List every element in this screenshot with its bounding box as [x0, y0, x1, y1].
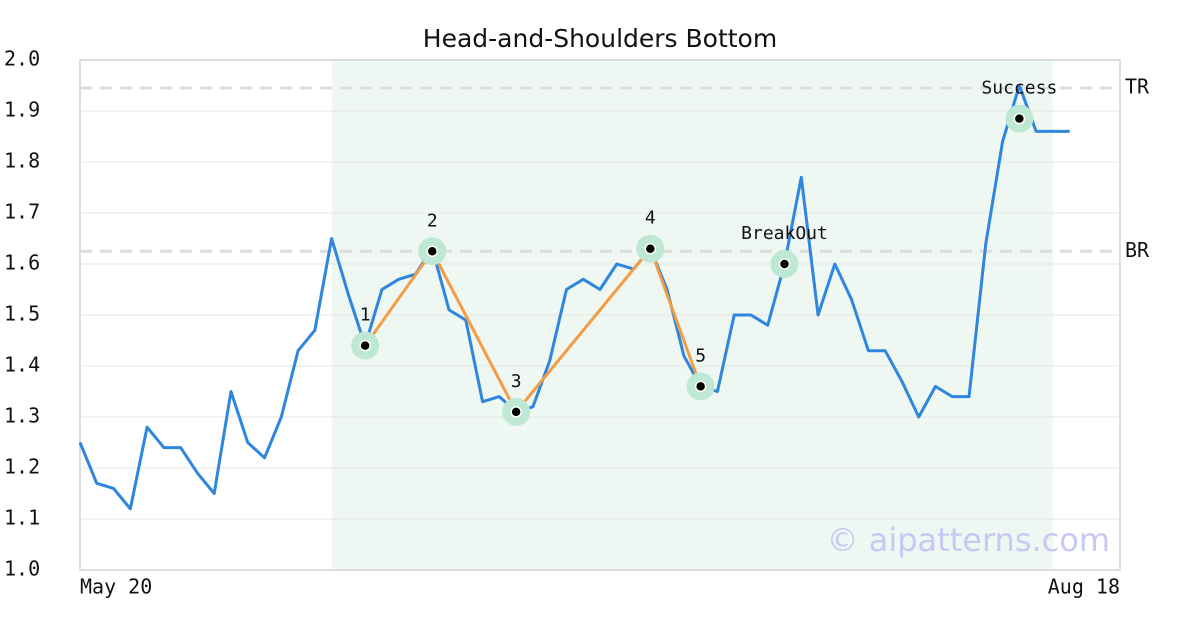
event-point: [778, 258, 791, 270]
y-tick-label: 1.6: [4, 251, 40, 275]
y-tick-label: 1.0: [4, 557, 40, 581]
pattern-point: [359, 339, 371, 352]
event-point: [1013, 112, 1026, 125]
pattern-point-label: 4: [645, 208, 656, 229]
plot-frame: [79, 59, 1121, 571]
y-tick-label: 1.2: [4, 455, 40, 479]
y-tick-label: 1.7: [4, 200, 40, 224]
watermark: © aipatterns.com: [827, 521, 1110, 559]
y-tick-label: 1.5: [4, 302, 40, 326]
price-line: [78, 84, 1070, 511]
x-tick-label: May 20: [80, 575, 152, 599]
pattern-point: [644, 242, 657, 255]
pattern-point: [694, 380, 707, 393]
reference-label: BR: [1125, 238, 1150, 262]
y-tick-label: 1.9: [4, 98, 40, 122]
pattern-point-label: 3: [511, 371, 522, 392]
x-tick-label: Aug 18: [1048, 575, 1120, 599]
pattern-point: [510, 406, 522, 418]
pattern-point-label: 2: [427, 210, 438, 231]
chart-title: Head-and-Shoulders Bottom: [423, 24, 777, 53]
y-tick-label: 2.0: [4, 47, 40, 71]
pattern-point-label: 5: [695, 345, 706, 366]
event-label: BreakOut: [741, 223, 828, 244]
y-tick-label: 1.4: [4, 353, 40, 377]
y-tick-label: 1.8: [4, 149, 40, 173]
reference-label: TR: [1125, 75, 1150, 99]
pattern-point: [426, 245, 439, 257]
y-tick-label: 1.1: [4, 506, 40, 530]
y-tick-label: 1.3: [4, 404, 40, 428]
pattern-point-label: 1: [360, 305, 371, 326]
event-label: Success: [981, 78, 1057, 99]
